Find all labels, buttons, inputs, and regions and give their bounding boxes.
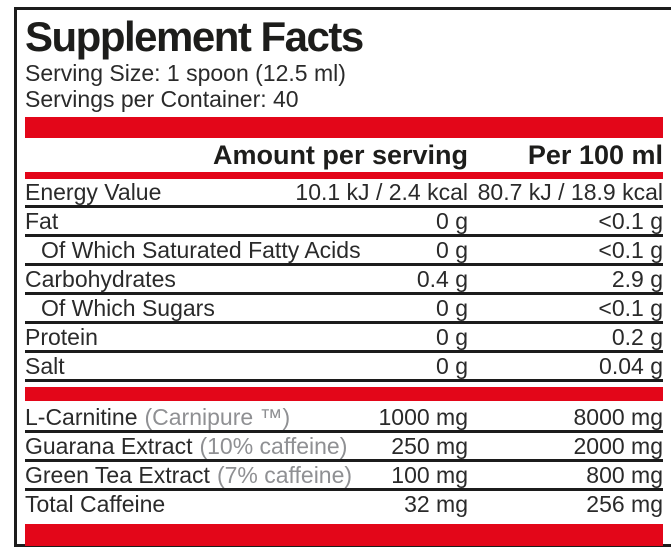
- column-header-per-100ml: Per 100 ml: [527, 140, 663, 170]
- row-label: Of Which Saturated Fatty Acids: [25, 239, 361, 262]
- row-label: Carbohydrates: [25, 268, 176, 291]
- per-100ml-value: 2000 mg: [573, 433, 663, 459]
- amount-per-serving-value: 100 mg: [391, 462, 468, 488]
- row-label: L-Carnitine (Carnipure ™): [25, 406, 290, 429]
- per-100ml-value: 0.04 g: [599, 353, 663, 379]
- nutrient-name: Of Which Saturated Fatty Acids: [41, 237, 361, 263]
- nutrient-name: Carbohydrates: [25, 266, 176, 292]
- nutrient-name: Guarana Extract: [25, 433, 193, 459]
- amount-per-serving-value: 250 mg: [391, 433, 468, 459]
- table-row: Total Caffeine 32 mg 256 mg: [25, 491, 663, 519]
- table-row: Of Which Sugars 0 g <0.1 g: [25, 295, 663, 324]
- nutrient-name: Green Tea Extract: [25, 462, 210, 488]
- per-100ml-value: <0.1 g: [598, 208, 663, 234]
- page-title: Supplement Facts: [25, 13, 364, 60]
- table-row: Salt 0 g 0.04 g: [25, 353, 663, 382]
- amount-per-serving-value: 0 g: [436, 208, 468, 234]
- table-header-row: Amount per serving Per 100 ml: [25, 138, 663, 172]
- nutrient-note: (Carnipure ™): [144, 404, 291, 430]
- table-row: Green Tea Extract (7% caffeine) 100 mg 80…: [25, 462, 663, 491]
- amount-per-serving-value: 32 mg: [404, 491, 468, 517]
- table-row: Energy Value 10.1 kJ / 2.4 kcal 80.7 kJ …: [25, 179, 663, 208]
- serving-size-line: Serving Size: 1 spoon (12.5 ml): [25, 60, 346, 86]
- table-row: Guarana Extract (10% caffeine) 250 mg 200…: [25, 433, 663, 462]
- row-label: Total Caffeine: [25, 493, 165, 516]
- nutrient-name: Total Caffeine: [25, 491, 166, 517]
- amount-per-serving-value: 0 g: [436, 295, 468, 321]
- ingredients-table: L-Carnitine (Carnipure ™) 1000 mg 8000 mg…: [25, 404, 663, 519]
- nutrients-table: Energy Value 10.1 kJ / 2.4 kcal 80.7 kJ …: [25, 179, 663, 382]
- amount-per-serving-value: 0 g: [436, 353, 468, 379]
- servings-per-container-line: Servings per Container: 40: [25, 86, 299, 112]
- per-100ml-value: 800 mg: [586, 462, 663, 488]
- red-divider-bar-middle: [25, 387, 663, 401]
- row-label: Of Which Sugars: [25, 297, 215, 320]
- row-label: Fat: [25, 210, 58, 233]
- row-label: Salt: [25, 355, 65, 378]
- row-label: Guarana Extract (10% caffeine): [25, 435, 347, 458]
- table-row: Of Which Saturated Fatty Acids 0 g <0.1 …: [25, 237, 663, 266]
- nutrient-name: Of Which Sugars: [41, 295, 215, 321]
- label-box: Supplement Facts Serving Size: 1 spoon (…: [14, 7, 671, 547]
- red-divider-bar-header: [25, 172, 663, 179]
- per-100ml-value: 2.9 g: [611, 266, 663, 292]
- nutrient-note: (7% caffeine): [216, 462, 353, 488]
- table-row: Fat 0 g <0.1 g: [25, 208, 663, 237]
- per-100ml-value: <0.1 g: [598, 295, 663, 321]
- nutrient-note: (10% caffeine): [199, 433, 348, 459]
- per-100ml-value: 256 mg: [586, 491, 663, 517]
- nutrient-name: Fat: [25, 208, 59, 234]
- amount-per-serving-value: 1000 mg: [378, 404, 468, 430]
- column-header-amount-per-serving: Amount per serving: [212, 140, 468, 170]
- table-row: L-Carnitine (Carnipure ™) 1000 mg 8000 mg: [25, 404, 663, 433]
- nutrient-name: Protein: [25, 324, 98, 350]
- nutrient-name: Energy Value: [25, 179, 162, 205]
- nutrient-name: Salt: [25, 353, 65, 379]
- red-divider-bar-bottom: [25, 524, 663, 546]
- amount-per-serving-value: 10.1 kJ / 2.4 kcal: [295, 179, 468, 205]
- nutrient-name: L-Carnitine: [25, 404, 138, 430]
- amount-per-serving-value: 0 g: [436, 324, 468, 350]
- per-100ml-value: <0.1 g: [598, 237, 663, 263]
- row-label: Energy Value: [25, 181, 161, 204]
- per-100ml-value: 8000 mg: [573, 404, 663, 430]
- amount-per-serving-value: 0.4 g: [416, 266, 468, 292]
- table-row: Protein 0 g 0.2 g: [25, 324, 663, 353]
- row-label: Green Tea Extract (7% caffeine): [25, 464, 352, 487]
- per-100ml-value: 0.2 g: [611, 324, 663, 350]
- amount-per-serving-value: 0 g: [436, 237, 468, 263]
- per-100ml-value: 80.7 kJ / 18.9 kcal: [477, 179, 663, 205]
- row-label: Protein: [25, 326, 98, 349]
- red-divider-bar-top: [25, 117, 663, 138]
- table-row: Carbohydrates 0.4 g 2.9 g: [25, 266, 663, 295]
